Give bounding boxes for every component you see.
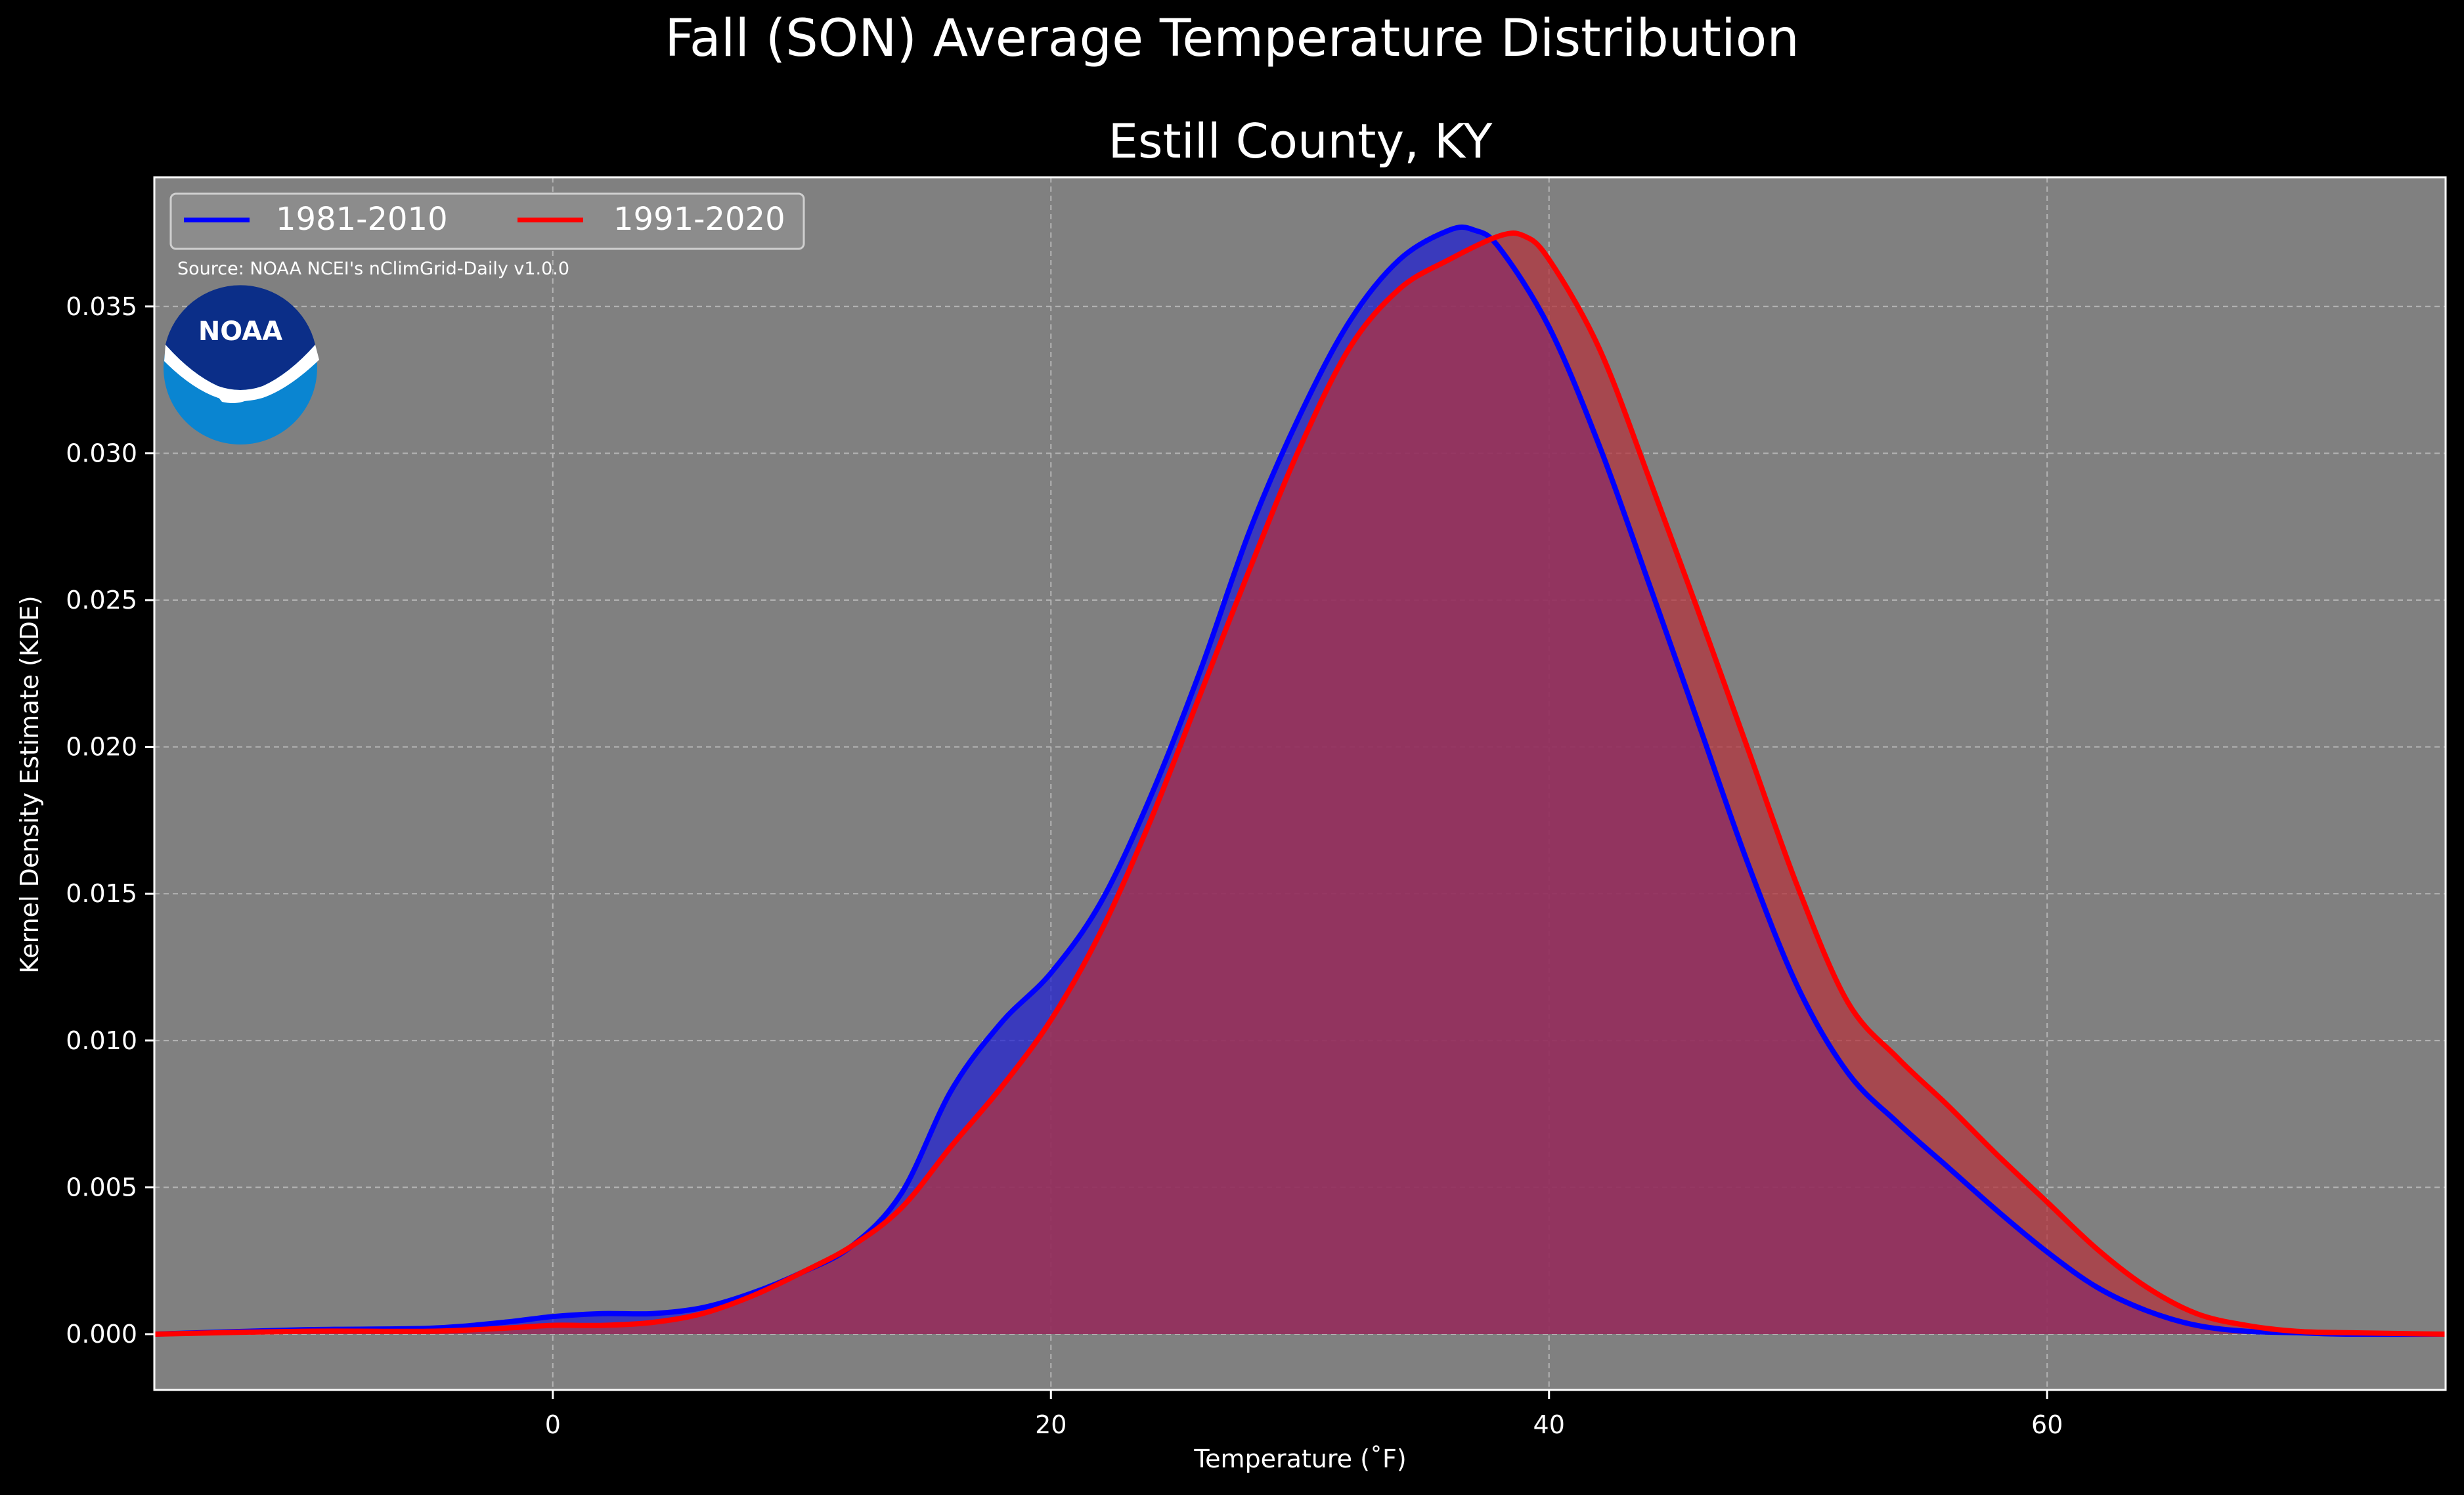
y-tick-label: 0.025 bbox=[66, 586, 137, 615]
y-tick-label: 0.010 bbox=[66, 1026, 137, 1055]
y-tick-label: 0.005 bbox=[66, 1173, 137, 1202]
density-lines bbox=[154, 225, 2446, 1337]
area-1991-2020 bbox=[154, 232, 2446, 1335]
y-axis-label: Kernel Density Estimate (KDE) bbox=[15, 596, 44, 974]
x-axis-ticks: 0 20 40 60 bbox=[545, 1390, 2063, 1439]
x-tick-label: 60 bbox=[2031, 1410, 2063, 1439]
line-1991-2020 bbox=[154, 230, 2446, 1337]
noaa-logo-text: NOAA bbox=[198, 316, 282, 347]
x-axis-label: Temperature (˚F) bbox=[1193, 1444, 1406, 1473]
line-1981-2010 bbox=[154, 225, 2446, 1337]
legend: 1981-2010 1991-2020 bbox=[169, 192, 805, 250]
y-tick-label: 0.020 bbox=[66, 733, 137, 762]
y-tick-label: 0.035 bbox=[66, 292, 137, 321]
source-note: Source: NOAA NCEI's nClimGrid-Daily v1.0… bbox=[177, 259, 569, 279]
y-axis-ticks: 0.000 0.005 0.010 0.015 0.020 0.025 0.030 0.035 bbox=[66, 292, 154, 1349]
chart-subtitle: Estill County, KY bbox=[1109, 114, 1493, 169]
legend-label-1991-2020: 1991-2020 bbox=[613, 201, 785, 238]
y-tick-label: 0.015 bbox=[66, 879, 137, 908]
legend-box bbox=[169, 192, 805, 250]
y-tick-label: 0.030 bbox=[66, 439, 137, 467]
plot-frame bbox=[153, 176, 2447, 1391]
y-tick-label: 0.000 bbox=[66, 1320, 137, 1349]
chart-title: Fall (SON) Average Temperature Distribut… bbox=[665, 9, 1799, 68]
density-areas bbox=[154, 227, 2446, 1335]
grid-lines bbox=[154, 177, 2446, 1390]
x-tick-label: 0 bbox=[545, 1410, 561, 1439]
x-tick-label: 40 bbox=[1533, 1410, 1565, 1439]
x-tick-label: 20 bbox=[1035, 1410, 1067, 1439]
legend-label-1981-2010: 1981-2010 bbox=[276, 201, 448, 238]
noaa-logo: NOAA bbox=[164, 285, 319, 444]
